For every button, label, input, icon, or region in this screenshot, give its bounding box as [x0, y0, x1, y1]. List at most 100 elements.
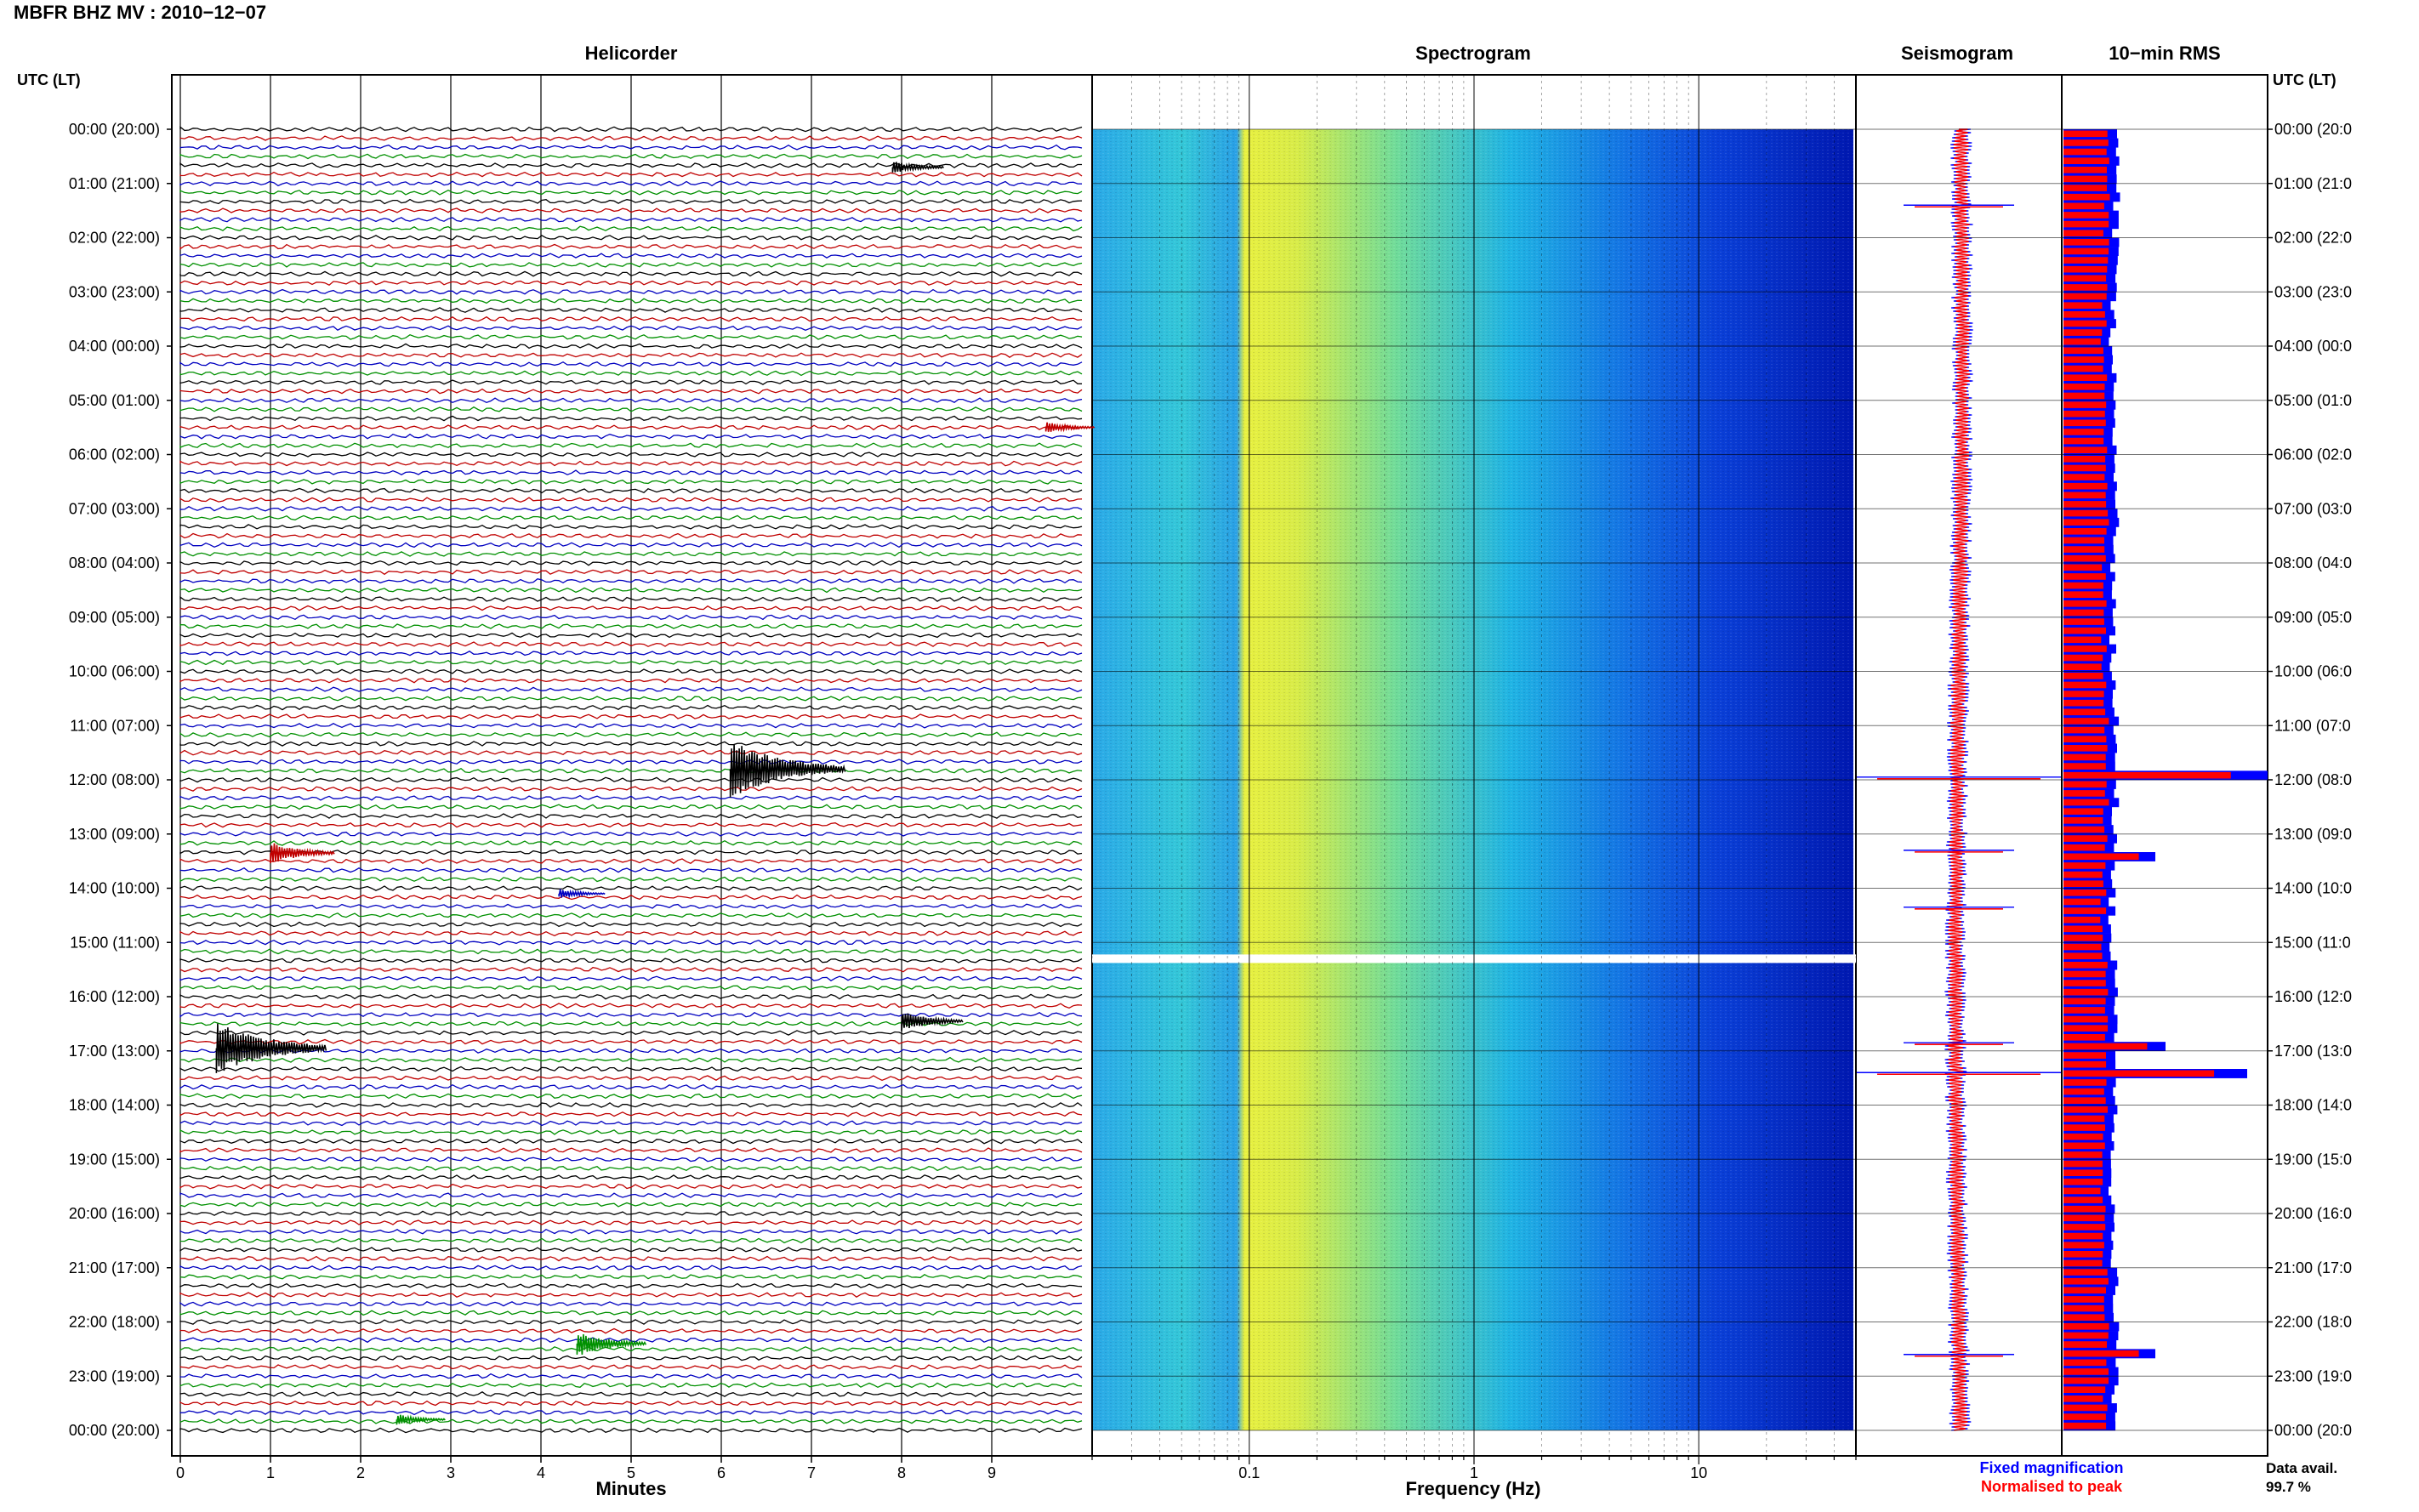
helicorder-line	[179, 1301, 1083, 1307]
rms-bar-normalised	[2063, 907, 2107, 914]
helicorder-line	[179, 1292, 1083, 1298]
helicorder-line	[179, 487, 1083, 494]
helicorder-line	[179, 1274, 1083, 1280]
helicorder-line	[179, 307, 1083, 313]
y-tick-labels-right: 00:00 (20:0 01:00 (21:0 02:00 (22:0 03:00 (…	[2274, 121, 2352, 1439]
rms-bar-normalised	[2063, 1269, 2108, 1276]
rms-bar-normalised	[2063, 898, 2101, 906]
helicorder-line	[179, 225, 1083, 232]
helicorder-event	[891, 162, 944, 173]
y-tick-label-left: 22:00 (18:00)	[69, 1314, 160, 1331]
rms-bar-normalised	[2063, 781, 2107, 788]
rms-bar-normalised	[2063, 239, 2109, 246]
frequency-tick-label: 0.1	[1238, 1464, 1260, 1481]
rms-bar-normalised	[2063, 1377, 2109, 1384]
helicorder-line	[179, 1237, 1083, 1244]
helicorder-line	[179, 912, 1083, 918]
y-tick-label-left: 20:00 (16:00)	[69, 1205, 160, 1222]
helicorder-line	[179, 794, 1083, 801]
rms-bar-normalised	[2063, 853, 2139, 861]
rms-bar-normalised	[2063, 600, 2107, 607]
rms-bar-normalised	[2063, 1070, 2215, 1077]
helicorder-panel	[171, 74, 1093, 1457]
rms-bar-normalised	[2063, 790, 2105, 797]
helicorder-line	[179, 1418, 1083, 1424]
helicorder-line	[179, 180, 1083, 187]
helicorder-line	[179, 433, 1083, 440]
rms-bar-normalised	[2063, 167, 2107, 173]
helicorder-line	[179, 1056, 1083, 1063]
rms-bar-normalised	[2063, 202, 2104, 210]
y-tick-label-right: 00:00 (20:0	[2274, 1422, 2352, 1439]
x-tick-label: 5	[627, 1464, 635, 1481]
rms-bar-normalised	[2063, 1034, 2105, 1041]
rms-bar-normalised	[2063, 275, 2107, 282]
helicorder-line	[179, 524, 1083, 530]
rms-bar-normalised	[2063, 247, 2109, 255]
helicorder-line	[179, 189, 1083, 196]
rms-bar-normalised	[2063, 1097, 2106, 1104]
rms-bar-normalised	[2063, 916, 2101, 924]
helicorder-line	[179, 1174, 1083, 1180]
rms-bar-normalised	[2063, 763, 2106, 770]
helicorder-line	[179, 1282, 1083, 1289]
helicorder-line	[179, 659, 1083, 666]
y-tick-label-right: 22:00 (18:0	[2274, 1314, 2352, 1331]
y-tick-label-right: 16:00 (12:0	[2274, 988, 2352, 1005]
helicorder-line	[179, 813, 1083, 819]
y-tick-label-left: 18:00 (14:00)	[69, 1097, 160, 1114]
rms-bar-normalised	[2063, 826, 2105, 833]
rms-bar-normalised	[2063, 1404, 2108, 1412]
rms-bar-normalised	[2063, 320, 2107, 327]
spectrogram-x-label: Frequency (Hz)	[1406, 1478, 1541, 1499]
helicorder-line	[179, 1038, 1083, 1045]
helicorder-line	[179, 288, 1083, 295]
x-tick-label: 9	[988, 1464, 996, 1481]
helicorder-line	[179, 948, 1083, 955]
rms-bar-normalised	[2063, 528, 2107, 535]
rms-bar-normalised	[2063, 1214, 2105, 1222]
helicorder-line	[179, 406, 1083, 412]
helicorder-line	[179, 1138, 1083, 1145]
y-tick-label-right: 06:00 (02:0	[2274, 446, 2352, 463]
helicorder-line	[179, 1355, 1083, 1361]
rms-bar-normalised	[2063, 356, 2104, 363]
rms-bar-normalised	[2063, 582, 2103, 589]
helicorder-line	[179, 939, 1083, 946]
y-tick-label-left: 11:00 (07:00)	[70, 717, 160, 734]
rms-bar-normalised	[2063, 1079, 2107, 1086]
helicorder-line	[179, 1327, 1083, 1334]
rms-bar-normalised	[2063, 699, 2104, 707]
y-tick-label-left: 19:00 (15:00)	[69, 1151, 160, 1168]
rms-bar-normalised	[2063, 329, 2103, 336]
rms-bar-normalised	[2063, 401, 2107, 408]
helicorder-line	[179, 1129, 1083, 1135]
helicorder-line	[179, 325, 1083, 332]
rms-bar-normalised	[2063, 808, 2103, 815]
helicorder-line	[179, 253, 1083, 259]
helicorder-line	[179, 469, 1083, 475]
y-tick-label-left: 01:00 (21:00)	[69, 175, 160, 192]
rms-bar-normalised	[2063, 1133, 2103, 1140]
helicorder-line	[179, 1255, 1083, 1262]
rms-bar-normalised	[2063, 1368, 2109, 1375]
rms-bar-normalised	[2063, 970, 2106, 978]
helicorder-line	[179, 966, 1083, 973]
y-tick-label-right: 03:00 (23:0	[2274, 283, 2352, 300]
y-tick-label-right: 09:00 (05:0	[2274, 609, 2352, 626]
helicorder-x-ticks: 0 1 2 3 4 5 6 7 8 9	[176, 1456, 996, 1481]
helicorder-line	[179, 821, 1083, 828]
rms-bar-normalised	[2063, 1296, 2104, 1303]
helicorder-line	[179, 1083, 1083, 1090]
helicorder-line	[179, 514, 1083, 520]
helicorder-event	[901, 1013, 964, 1032]
rms-bar-normalised	[2063, 962, 2108, 969]
y-tick-label-left: 03:00 (23:00)	[69, 283, 160, 300]
helicorder-gridlines	[179, 75, 993, 1456]
rms-bar-normalised	[2063, 1323, 2109, 1330]
y-tick-label-right: 12:00 (08:0	[2274, 771, 2352, 788]
helicorder-line	[179, 1310, 1083, 1316]
helicorder-line	[179, 993, 1083, 1000]
rms-bar-normalised	[2063, 1332, 2109, 1339]
